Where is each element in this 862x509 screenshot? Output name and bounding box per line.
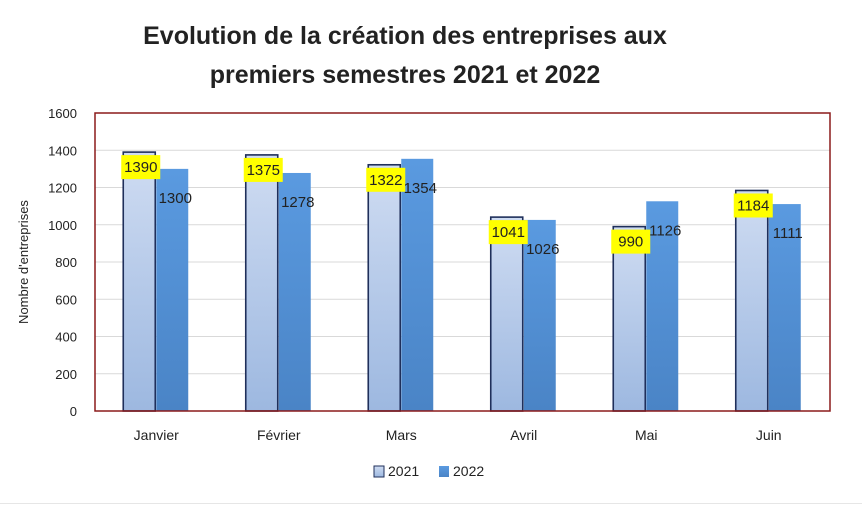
data-label-2022: 1354 [404,180,437,197]
chart-title-line-2: premiers semestres 2021 et 2022 [210,61,601,89]
data-label-2021: 1322 [369,172,402,189]
data-label-2021: 1041 [492,224,525,241]
bar-2021 [244,154,279,412]
bar-2021 [367,163,402,412]
y-tick-label: 600 [55,292,77,307]
data-label-highlight [611,229,651,254]
y-tick-label: 1400 [48,143,77,158]
bar-2022 [401,158,434,411]
data-label-2022: 1111 [773,225,803,242]
y-tick-label: 1000 [48,218,77,233]
y-axis-ticks: 0 200 400 600 800 1000 1200 1400 1600 [48,106,77,419]
bar-2021 [122,151,157,412]
data-label-highlight [243,157,283,182]
bottom-divider [0,503,862,504]
data-label-highlight [366,167,406,192]
x-axis-categories: Janvier Février Mars Avril Mai Juin [134,427,782,443]
bar-2021 [489,216,524,412]
legend-swatch-2022 [439,466,449,477]
bars [122,151,801,412]
bar-2022 [646,201,679,411]
bar-2022 [768,204,801,411]
bar-2022 [278,172,311,411]
data-label-2022: 1026 [526,241,559,258]
data-label-2021: 1375 [247,162,280,179]
y-tick-label: 400 [55,330,77,345]
data-label-2022: 1300 [159,190,192,207]
bar-2021 [734,189,769,412]
data-label-2022: 1278 [281,194,314,211]
y-tick-label: 800 [55,255,77,270]
gridlines [95,112,830,412]
legend-label-2021: 2021 [388,463,419,479]
x-tick-label: Avril [510,427,537,443]
y-tick-label: 1200 [48,181,77,196]
bar-2022 [156,168,189,411]
y-tick-label: 0 [70,404,77,419]
y-tick-label: 200 [55,367,77,382]
data-label-highlight [121,155,161,180]
x-tick-label: Mai [635,427,658,443]
data-label-2021: 1184 [737,197,769,214]
data-label-2021: 1390 [124,159,157,176]
y-tick-label: 1600 [48,106,77,121]
data-label-2022: 1126 [649,222,681,239]
data-label-2021: 990 [618,234,643,251]
x-tick-label: Mars [386,427,417,443]
y-axis-label: Nombre d'entreprises [16,200,31,324]
data-label-highlight [488,220,528,245]
legend-swatch-2021 [373,465,385,478]
x-tick-label: Février [257,427,301,443]
plot-border [94,112,831,412]
x-tick-label: Janvier [134,427,179,443]
bar-2022 [523,219,556,411]
bar-2021 [612,225,647,412]
legend: 2021 2022 [373,463,484,479]
legend-label-2022: 2022 [453,463,484,479]
data-label-highlight [733,193,773,218]
x-tick-label: Juin [756,427,782,443]
chart-title-line-1: Evolution de la création des entreprises… [143,22,667,50]
